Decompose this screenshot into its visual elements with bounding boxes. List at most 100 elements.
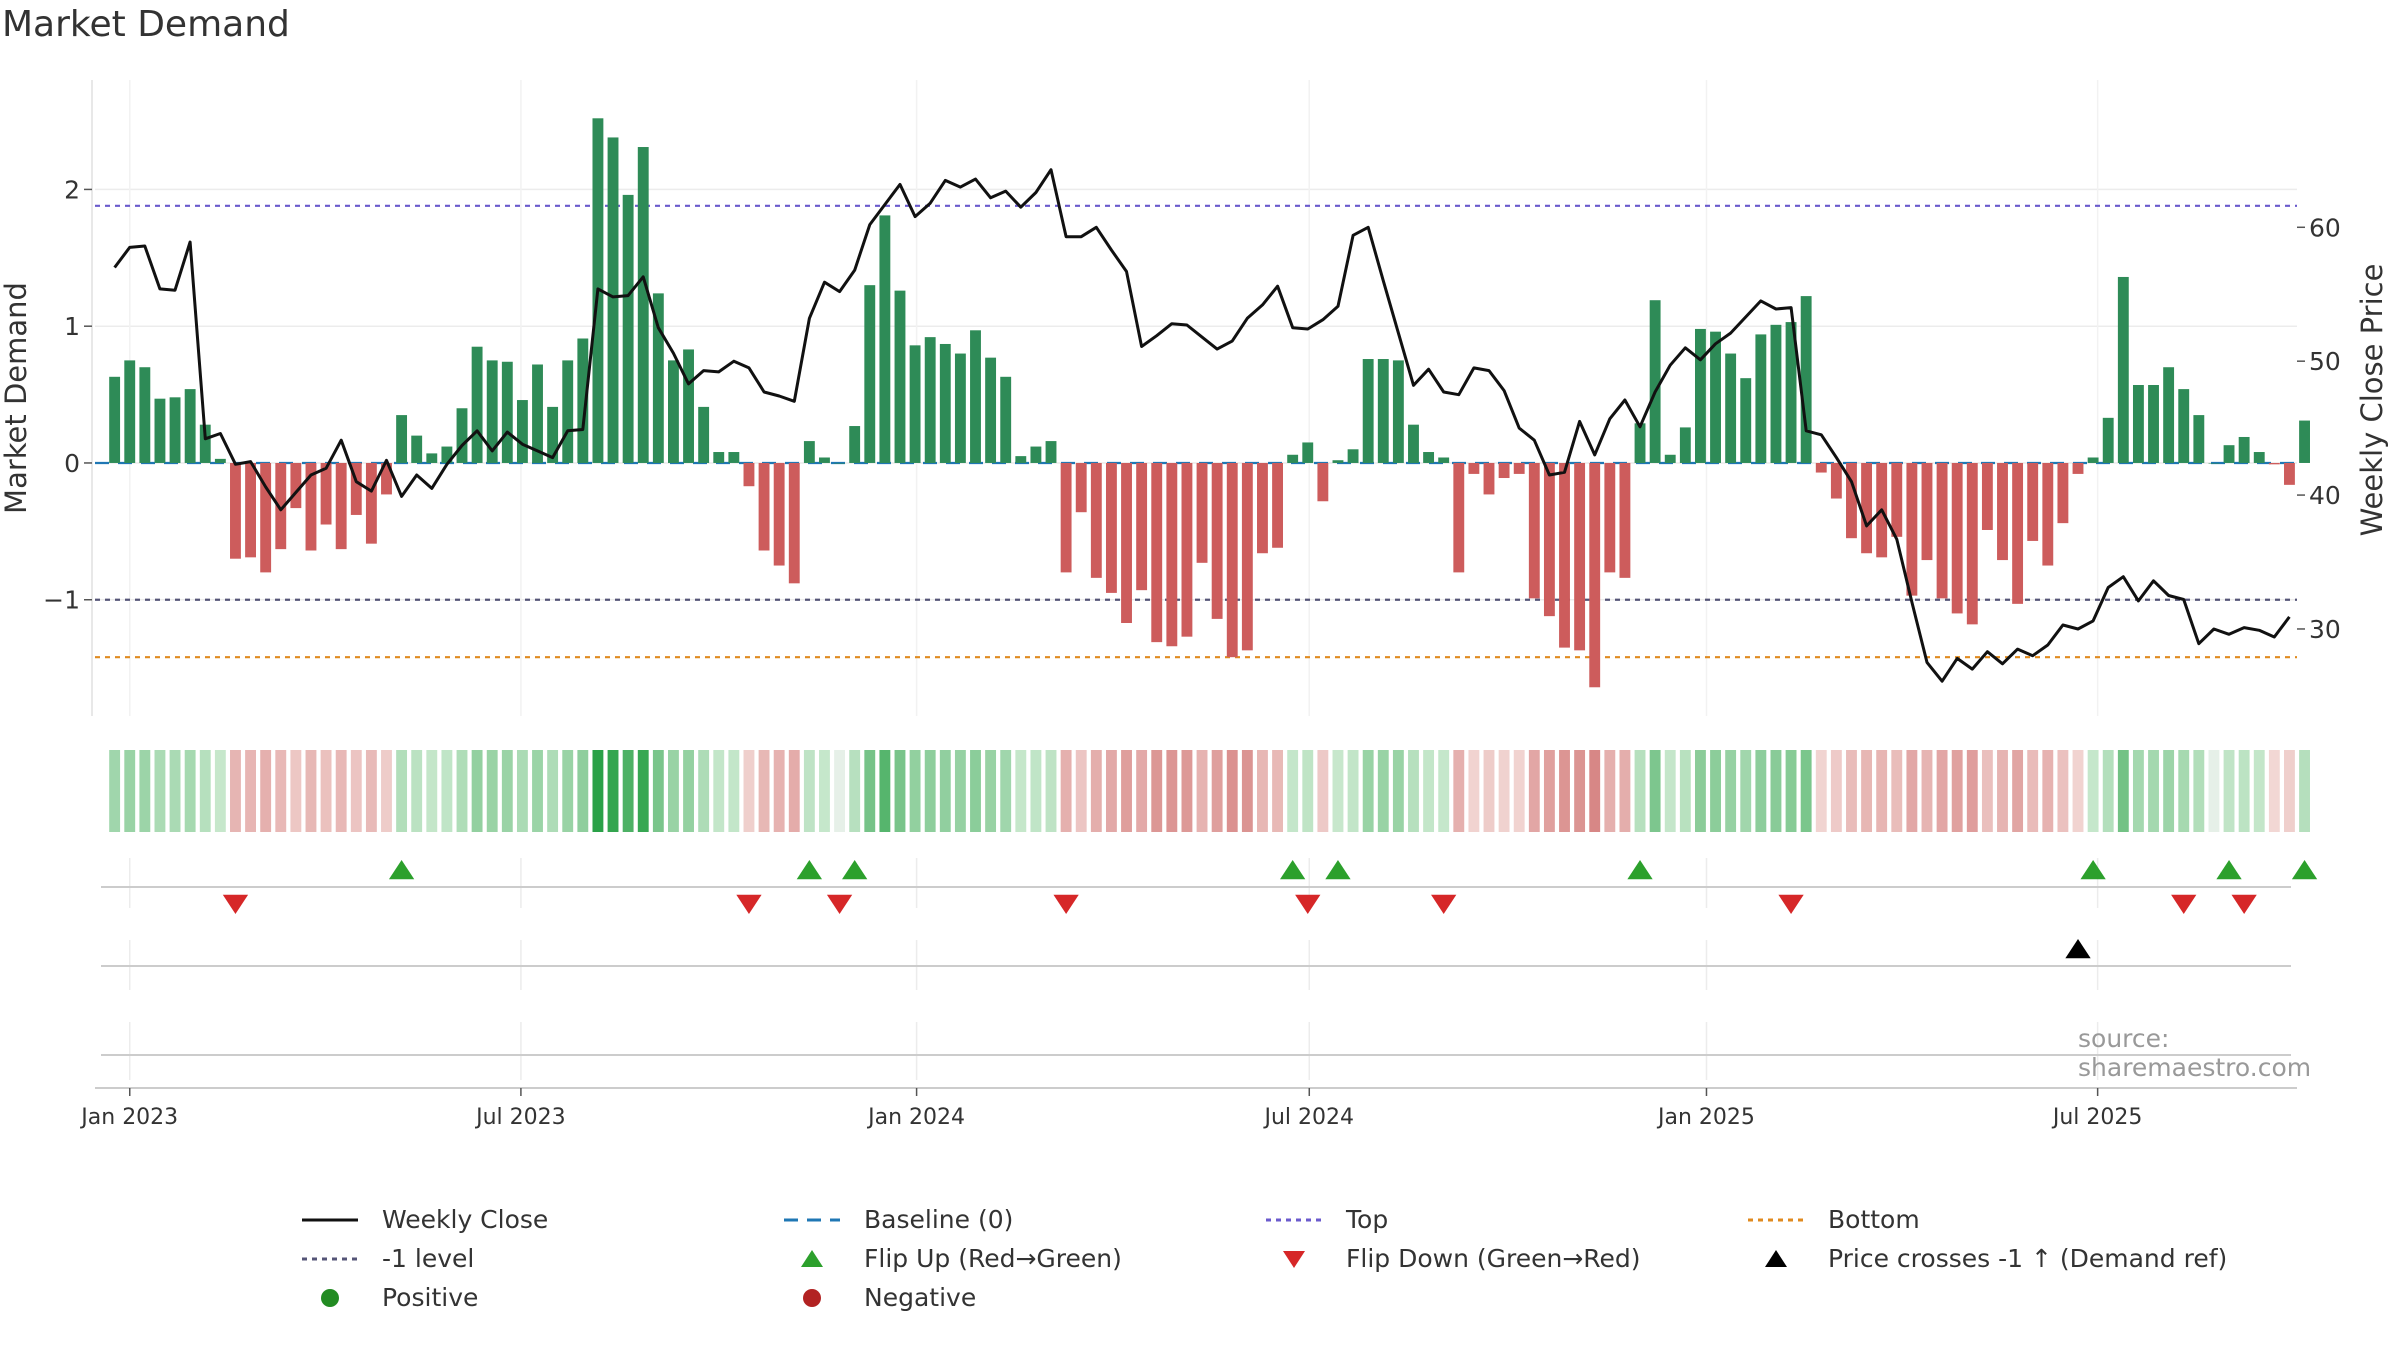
flip-up-marker: [1325, 860, 1351, 880]
x-tick-label: Jul 2025: [2051, 1105, 2143, 1130]
heat-cell: [1649, 750, 1661, 832]
legend-symbol-flip_down: [1283, 1250, 1305, 1268]
demand-bar-negative: [320, 462, 332, 525]
heat-cell: [154, 750, 166, 832]
heat-cell: [924, 750, 936, 832]
legend-symbol-positive: [321, 1288, 339, 1307]
heat-cell: [1075, 750, 1087, 832]
heat-cell: [1287, 750, 1299, 832]
demand-bar-positive: [849, 426, 861, 463]
flip-down-marker: [1778, 894, 1804, 914]
heat-cell: [1981, 750, 1993, 832]
demand-bar-negative: [1951, 462, 1963, 614]
heat-cell: [547, 750, 559, 832]
legend-symbol-minus1: [302, 1257, 358, 1260]
demand-bar-positive: [2193, 415, 2205, 463]
demand-bar-negative: [2268, 462, 2280, 465]
demand-bar-positive: [894, 290, 906, 463]
demand-bar-negative: [1906, 462, 1918, 596]
heat-cell: [1347, 750, 1359, 832]
heat-cell: [758, 750, 770, 832]
heat-cell: [2057, 750, 2069, 832]
heat-cell: [1030, 750, 1042, 832]
demand-bar-negative: [335, 462, 347, 550]
legend-label: Top: [1346, 1205, 1389, 1234]
demand-bar-positive: [1770, 324, 1782, 463]
heat-cell: [1000, 750, 1012, 832]
heat-cell: [1710, 750, 1721, 832]
demand-bar-positive: [668, 360, 679, 463]
y2-axis-label: Weekly Close Price: [2355, 264, 2389, 537]
heat-cell: [1634, 750, 1646, 832]
heat-cell: [1830, 750, 1842, 832]
heat-cell: [1589, 750, 1601, 832]
heat-cell: [1574, 750, 1586, 832]
heat-cell: [1513, 750, 1525, 832]
demand-bar-negative: [2057, 462, 2069, 524]
demand-bar-positive: [1392, 360, 1404, 463]
demand-bar-negative: [1528, 462, 1540, 599]
heat-cell: [1559, 750, 1570, 832]
demand-bar-negative: [1166, 462, 1178, 647]
demand-bar-positive: [2208, 462, 2220, 464]
heat-cell: [1332, 750, 1344, 832]
legend-item-weekly_close: Weekly Close: [300, 1205, 548, 1234]
demand-bar-positive: [214, 458, 226, 463]
demand-bar-positive: [2163, 367, 2175, 463]
demand-bar-positive: [1287, 454, 1299, 463]
y2-tick-label: 40: [2309, 481, 2341, 510]
y-tick-label: 0: [64, 449, 80, 478]
heat-cell: [1015, 750, 1027, 832]
demand-bar-negative: [275, 462, 287, 550]
legend: Weekly Close Baseline (0) Top Bottom -1 leve…: [300, 1205, 2280, 1325]
demand-bar-positive: [154, 398, 166, 463]
heat-cell: [773, 750, 785, 832]
y-tick-label: 1: [64, 312, 80, 341]
heat-cell: [199, 750, 211, 832]
demand-bar-positive: [1045, 441, 1057, 463]
heat-cell: [1151, 750, 1163, 832]
demand-bar-negative: [1226, 462, 1238, 658]
heat-cell: [169, 750, 181, 832]
demand-bar-negative: [1498, 462, 1510, 479]
y2-tick-label: 30: [2309, 615, 2341, 644]
heat-cell: [139, 750, 151, 832]
demand-bar-positive: [577, 338, 589, 463]
heat-cell: [1846, 750, 1857, 832]
heat-cell: [2132, 750, 2144, 832]
heat-cell: [245, 750, 256, 832]
heat-cell: [471, 750, 483, 832]
demand-bar-negative: [1317, 462, 1329, 502]
heat-cell: [2102, 750, 2114, 832]
heat-cell: [2012, 750, 2024, 832]
heat-cell: [335, 750, 347, 832]
demand-bar-positive: [1015, 456, 1027, 463]
demand-bar-negative: [1513, 462, 1525, 474]
demand-bar-positive: [2148, 385, 2159, 463]
legend-symbol-price_cross: [1765, 1249, 1787, 1267]
heat-cell: [1257, 750, 1268, 832]
demand-bar-positive: [1710, 331, 1721, 463]
demand-bar-negative: [773, 462, 785, 566]
demand-bar-positive: [1725, 353, 1737, 463]
legend-label: Weekly Close: [382, 1205, 549, 1234]
legend-symbol-bottom: [1748, 1218, 1804, 1221]
heat-cell: [1483, 750, 1495, 832]
heat-cell: [305, 750, 317, 832]
flip-down-marker: [1431, 894, 1457, 914]
demand-bar-negative: [1966, 462, 1978, 625]
heat-cell: [728, 750, 740, 832]
demand-bar-positive: [2299, 420, 2310, 463]
demand-bar-positive: [607, 137, 619, 463]
heat-cell: [1408, 750, 1419, 832]
demand-bar-positive: [2238, 436, 2250, 463]
demand-bar-positive: [819, 457, 830, 463]
legend-label: Positive: [382, 1283, 479, 1312]
heat-cell: [894, 750, 906, 832]
demand-bar-negative: [1589, 462, 1601, 688]
demand-bar-positive: [516, 400, 528, 463]
demand-bar-positive: [1347, 449, 1359, 463]
heat-cell: [2284, 750, 2295, 832]
heat-cell: [230, 750, 241, 832]
price-cross-marker: [2065, 939, 2091, 959]
